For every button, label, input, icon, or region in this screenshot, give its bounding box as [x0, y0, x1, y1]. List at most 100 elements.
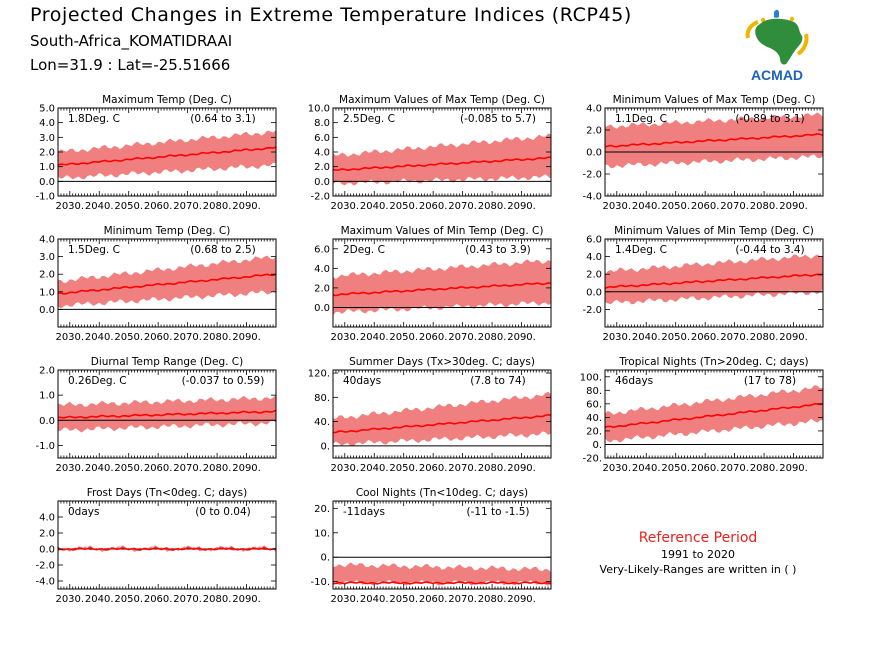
- x-tick-label: 2060.: [144, 332, 173, 343]
- x-tick-label: 2070.: [448, 201, 477, 212]
- x-tick-label: 2040.: [85, 332, 114, 343]
- x-tick-label: 2060.: [419, 201, 448, 212]
- change-value: 1.4Deg. C: [615, 244, 667, 256]
- very-likely-range: (0 to 0.04): [195, 506, 250, 518]
- likely-range-band: [605, 254, 823, 305]
- africa-map-logo-icon: ACMAD: [745, 9, 809, 83]
- x-tick-label: 2060.: [144, 463, 173, 474]
- very-likely-range: (-11 to -1.5): [466, 506, 529, 518]
- location-label: South-Africa_KOMATIDRAAI: [30, 32, 233, 50]
- y-tick-label: -4.0: [582, 192, 602, 203]
- y-tick-label: 3.0: [39, 133, 55, 144]
- x-tick-label: 2090.: [507, 463, 536, 474]
- y-tick-label: 6.0: [314, 133, 330, 144]
- plot-area: [58, 394, 276, 433]
- y-tick-label: 2.0: [39, 270, 55, 281]
- x-tick-label: 2030.: [330, 332, 359, 343]
- x-tick-label: 2050.: [389, 332, 418, 343]
- x-tick-label: 2050.: [661, 463, 690, 474]
- y-tick-label: 4.0: [314, 264, 330, 275]
- figure-title: Projected Changes in Extreme Temperature…: [30, 4, 632, 26]
- y-tick-label: 4.0: [39, 235, 55, 246]
- y-tick-label: 0.0: [39, 545, 55, 556]
- y-tick-label: 0.0: [586, 148, 602, 159]
- x-tick-label: 2040.: [360, 594, 389, 605]
- median-line: [58, 273, 276, 295]
- plot-area: [58, 130, 276, 182]
- x-tick-label: 2030.: [55, 201, 84, 212]
- acmad-logo: ACMAD: [736, 6, 818, 84]
- x-tick-label: 2030.: [602, 463, 631, 474]
- y-tick-label: 10.0: [308, 104, 330, 115]
- panel-title: Tropical Nights (Tn>20deg. C; days): [618, 356, 808, 368]
- likely-range-band: [333, 259, 551, 315]
- x-tick-label: 2060.: [419, 463, 448, 474]
- median-line: [333, 413, 551, 434]
- x-tick-label: 2030.: [330, 463, 359, 474]
- y-tick-label: -2.0: [582, 305, 602, 316]
- x-tick-label: 2070.: [720, 463, 749, 474]
- x-tick-label: 2040.: [632, 201, 661, 212]
- x-tick-label: 2040.: [85, 201, 114, 212]
- y-tick-label: 2.0: [586, 270, 602, 281]
- x-tick-label: 2080.: [478, 332, 507, 343]
- reference-period-title: Reference Period: [638, 530, 758, 546]
- chart-panel: 2030. 2040. 2050. 2060. 2070. 2080. 2090. -1.0 0…: [35, 94, 277, 212]
- plot-area: [605, 254, 823, 305]
- change-value: 1.1Deg. C: [615, 113, 667, 125]
- y-tick-label: 120.: [308, 369, 330, 380]
- likely-range-band: [58, 130, 276, 180]
- likely-range-band: [333, 562, 551, 586]
- y-tick-label: -10.: [310, 577, 330, 588]
- x-tick-label: 2060.: [691, 463, 720, 474]
- y-tick-label: 2.0: [314, 283, 330, 294]
- x-tick-label: 2060.: [691, 332, 720, 343]
- change-value: 1.8Deg. C: [68, 113, 120, 125]
- x-tick-label: 2070.: [173, 594, 202, 605]
- coordinates-label: Lon=31.9 : Lat=-25.51666: [30, 56, 231, 74]
- x-tick-label: 2080.: [478, 594, 507, 605]
- y-tick-label: 2.0: [586, 126, 602, 137]
- x-tick-label: 2080.: [203, 332, 232, 343]
- x-tick-label: 2040.: [632, 463, 661, 474]
- y-tick-label: -20.: [582, 454, 602, 465]
- panel-title: Maximum Values of Min Temp (Deg. C): [341, 225, 544, 237]
- x-tick-label: 2030.: [55, 332, 84, 343]
- y-tick-label: 60.: [586, 399, 602, 410]
- y-tick-label: 4.0: [586, 104, 602, 115]
- median-line: [333, 282, 551, 297]
- acmad-logo-text: ACMAD: [751, 67, 803, 83]
- x-tick-label: 2040.: [360, 463, 389, 474]
- likely-range-band: [333, 391, 551, 447]
- x-tick-label: 2090.: [779, 332, 808, 343]
- x-tick-label: 2050.: [114, 463, 143, 474]
- very-likely-range: (0.43 to 3.9): [465, 244, 531, 256]
- y-tick-label: 0.0: [586, 287, 602, 298]
- y-tick-label: -2.0: [582, 170, 602, 181]
- x-tick-label: 2080.: [478, 463, 507, 474]
- x-tick-label: 2090.: [507, 201, 536, 212]
- median-line: [333, 580, 551, 585]
- median-line: [605, 273, 823, 290]
- chart-panel: 2030. 2040. 2050. 2060. 2070. 2080. 2090. -1.0 0…: [35, 356, 277, 474]
- y-tick-label: 6.0: [314, 244, 330, 255]
- y-tick-label: 1.0: [39, 391, 55, 402]
- likely-range-band: [605, 385, 823, 443]
- x-tick-label: 2040.: [360, 332, 389, 343]
- x-tick-label: 2080.: [750, 463, 779, 474]
- likely-range-band: [333, 133, 551, 186]
- panel-title: Maximum Temp (Deg. C): [102, 94, 232, 106]
- x-tick-label: 2090.: [507, 332, 536, 343]
- median-line: [605, 132, 823, 148]
- panel-title: Summer Days (Tx>30deg. C; days): [349, 356, 535, 368]
- panel-title: Diurnal Temp Range (Deg. C): [91, 356, 243, 368]
- y-tick-label: 0.0: [314, 303, 330, 314]
- very-likely-range: (17 to 78): [744, 375, 796, 387]
- chart-panel: 2030. 2040. 2050. 2060. 2070. 2080. 2090. 0. 40.…: [308, 356, 552, 474]
- x-tick-label: 2080.: [750, 201, 779, 212]
- x-tick-label: 2050.: [389, 201, 418, 212]
- plot-area: [605, 385, 823, 445]
- change-value: 0.26Deg. C: [68, 375, 127, 387]
- y-tick-label: 1.0: [39, 287, 55, 298]
